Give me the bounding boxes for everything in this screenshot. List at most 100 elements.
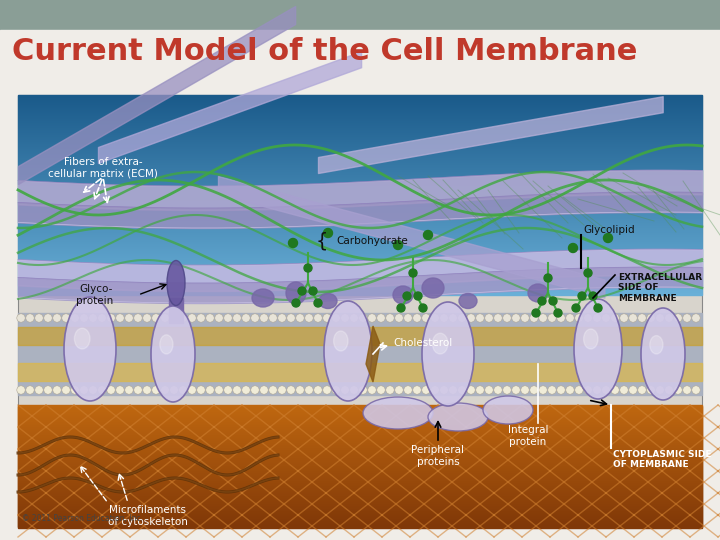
- Circle shape: [440, 314, 448, 322]
- Bar: [18, 245, 702, 246]
- Bar: [18, 513, 702, 515]
- Circle shape: [386, 314, 395, 322]
- Bar: [18, 197, 702, 198]
- Bar: [18, 181, 702, 182]
- Ellipse shape: [286, 282, 306, 304]
- Bar: [18, 128, 702, 129]
- Bar: [18, 520, 702, 522]
- Bar: [18, 429, 702, 430]
- Circle shape: [287, 386, 295, 394]
- Bar: [18, 215, 702, 216]
- Circle shape: [404, 314, 412, 322]
- Ellipse shape: [649, 335, 663, 354]
- Circle shape: [26, 314, 35, 322]
- Circle shape: [467, 314, 475, 322]
- Ellipse shape: [422, 302, 474, 406]
- Bar: [18, 149, 702, 150]
- Circle shape: [575, 314, 583, 322]
- Bar: [18, 257, 702, 258]
- Bar: [18, 144, 702, 145]
- Circle shape: [638, 314, 647, 322]
- Bar: [18, 239, 702, 240]
- Circle shape: [458, 386, 467, 394]
- Bar: [18, 405, 702, 407]
- Bar: [18, 522, 702, 523]
- Bar: [18, 233, 702, 234]
- Bar: [18, 435, 702, 436]
- Bar: [18, 205, 702, 206]
- Circle shape: [544, 274, 552, 282]
- Circle shape: [620, 386, 628, 394]
- Circle shape: [683, 314, 691, 322]
- Circle shape: [503, 386, 511, 394]
- Circle shape: [566, 314, 575, 322]
- Bar: [18, 171, 702, 172]
- Bar: [18, 293, 702, 294]
- Circle shape: [17, 386, 25, 394]
- Circle shape: [575, 386, 583, 394]
- Bar: [18, 414, 702, 415]
- Bar: [18, 427, 702, 429]
- Circle shape: [386, 386, 395, 394]
- Text: CYTOPLASMIC SIDE
OF MEMBRANE: CYTOPLASMIC SIDE OF MEMBRANE: [613, 450, 711, 469]
- Circle shape: [17, 314, 25, 322]
- Bar: [18, 158, 702, 159]
- Circle shape: [98, 386, 107, 394]
- Bar: [18, 206, 702, 207]
- Circle shape: [278, 314, 287, 322]
- Circle shape: [323, 386, 331, 394]
- Circle shape: [521, 386, 529, 394]
- Bar: [18, 122, 702, 123]
- Bar: [18, 107, 702, 108]
- Bar: [18, 423, 702, 424]
- Bar: [18, 413, 702, 415]
- Circle shape: [71, 314, 79, 322]
- Bar: [18, 443, 702, 444]
- Bar: [18, 177, 702, 178]
- Bar: [18, 161, 702, 162]
- Circle shape: [532, 309, 540, 317]
- Bar: [18, 419, 702, 421]
- Circle shape: [215, 314, 223, 322]
- Bar: [18, 511, 702, 512]
- Bar: [18, 247, 702, 248]
- Bar: [18, 519, 702, 521]
- Bar: [18, 124, 702, 125]
- Bar: [18, 418, 702, 420]
- Circle shape: [584, 386, 593, 394]
- Bar: [18, 140, 702, 141]
- Circle shape: [314, 314, 323, 322]
- Bar: [18, 108, 702, 109]
- Polygon shape: [366, 326, 380, 382]
- Bar: [18, 496, 702, 497]
- Bar: [18, 474, 702, 476]
- Bar: [18, 238, 702, 239]
- Bar: [18, 153, 702, 154]
- Circle shape: [332, 386, 340, 394]
- Ellipse shape: [641, 308, 685, 400]
- Circle shape: [422, 386, 431, 394]
- Bar: [18, 475, 702, 476]
- Bar: [18, 259, 702, 260]
- Bar: [18, 139, 702, 140]
- Circle shape: [397, 304, 405, 312]
- Bar: [18, 212, 702, 213]
- Bar: [18, 447, 702, 449]
- Bar: [18, 155, 702, 156]
- Bar: [18, 493, 702, 495]
- Bar: [18, 498, 702, 500]
- Bar: [18, 186, 702, 187]
- Ellipse shape: [319, 294, 337, 308]
- Circle shape: [602, 386, 611, 394]
- Bar: [18, 294, 702, 295]
- Text: © 2011 Pearson Education, Inc.: © 2011 Pearson Education, Inc.: [22, 514, 143, 523]
- Circle shape: [170, 314, 179, 322]
- Bar: [18, 504, 702, 505]
- Bar: [18, 114, 702, 115]
- Ellipse shape: [363, 397, 433, 429]
- Bar: [18, 499, 702, 501]
- Bar: [18, 291, 702, 292]
- Bar: [18, 251, 702, 252]
- Circle shape: [44, 386, 53, 394]
- Circle shape: [539, 314, 547, 322]
